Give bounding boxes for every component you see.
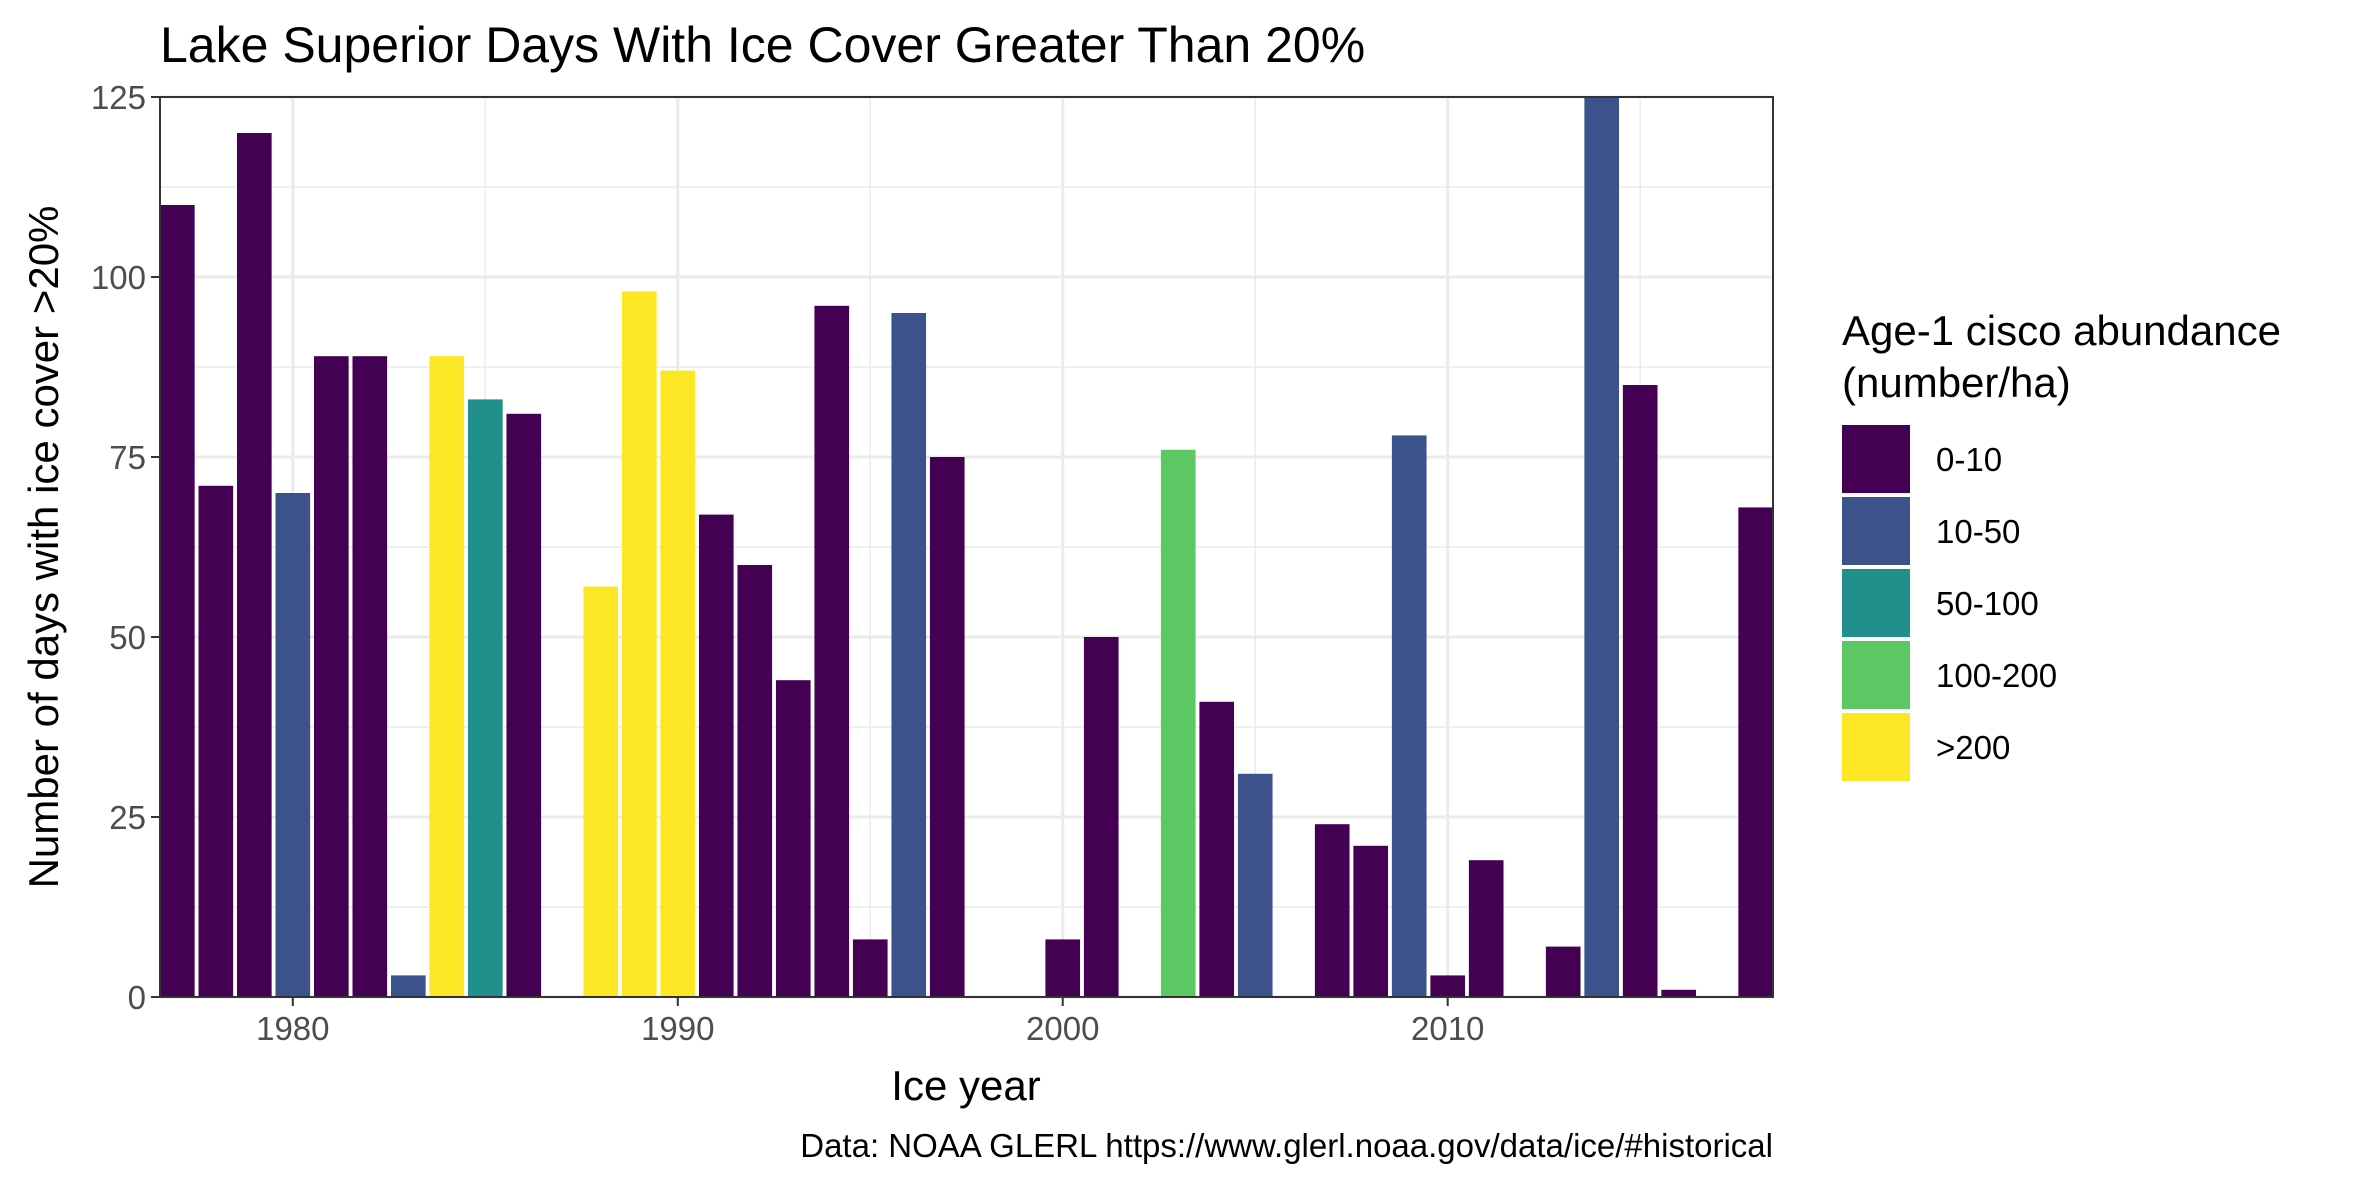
y-tick-label: 25 [109,799,146,836]
legend-items: 0-10 10-50 50-100 100-200 >200 [1842,425,2057,781]
legend-key-3 [1842,641,1910,709]
bar-1989 [621,291,657,997]
legend-label: 0-10 [1936,441,2002,478]
bar-1991 [698,514,734,997]
legend-key-0 [1842,425,1910,493]
y-tick-label: 75 [109,439,146,476]
axis-ticks [151,96,1449,1006]
y-tick-label: 125 [91,79,146,116]
tick-labels: 0 25 50 75 100 125 1980 1990 2000 2010 [91,79,1484,1047]
bar-1994 [814,305,850,997]
bar-1983 [390,975,426,997]
data-source-caption: Data: NOAA GLERL https://www.glerl.noaa.… [800,1127,1773,1164]
bar-1982 [352,356,388,997]
bar-2013 [1545,946,1581,997]
bar-2004 [1199,701,1235,997]
bar-2007 [1314,824,1350,997]
y-tick-label: 50 [109,619,146,656]
bars [160,97,1773,997]
legend: Age-1 cisco abundance (number/ha) 0-10 10… [1842,307,2281,781]
bar-1995 [852,939,888,997]
bar-1984 [429,356,465,997]
bar-1988 [583,586,619,997]
legend-label: 100-200 [1936,657,2057,694]
bar-1985 [467,399,503,997]
bar-1992 [737,565,773,997]
legend-key-1 [1842,497,1910,565]
bar-1986 [506,413,542,997]
bar-1979 [236,133,272,997]
bar-1978 [198,485,234,997]
legend-key-4 [1842,713,1910,781]
legend-key-2 [1842,569,1910,637]
legend-title-line-1: Age-1 cisco abundance [1842,307,2281,354]
x-tick-label: 2010 [1411,1010,1484,1047]
legend-label: 10-50 [1936,513,2020,550]
plot-panel: 0 25 50 75 100 125 1980 1990 2000 2010 [91,79,1774,1047]
bar-2008 [1353,845,1389,997]
bar-1990 [660,370,696,997]
bar-2018 [1738,507,1773,997]
legend-label: 50-100 [1936,585,2039,622]
bar-1981 [313,356,349,997]
x-tick-label: 1980 [256,1010,329,1047]
legend-title-line-2: (number/ha) [1842,359,2071,406]
bar-1977 [160,205,195,997]
y-axis-title: Number of days with ice cover >20% [20,206,67,889]
bar-2015 [1622,385,1658,997]
bar-1997 [929,457,965,997]
bar-2011 [1468,860,1504,997]
bar-2016 [1661,989,1697,997]
legend-label: >200 [1936,729,2010,766]
bar-2000 [1045,939,1081,997]
bar-2009 [1391,435,1427,997]
panel-border [159,96,1774,998]
bar-2014 [1584,97,1620,997]
bar-2010 [1430,975,1466,997]
x-axis-title: Ice year [891,1062,1040,1109]
bar-2001 [1083,637,1119,997]
chart-title: Lake Superior Days With Ice Cover Greate… [160,17,1365,73]
y-tick-label: 100 [91,259,146,296]
bar-1996 [891,313,927,997]
bar-1993 [775,680,811,997]
bar-2003 [1160,449,1196,997]
x-tick-label: 1990 [641,1010,714,1047]
x-tick-label: 2000 [1026,1010,1099,1047]
y-tick-label: 0 [128,979,146,1016]
bar-1980 [275,493,311,997]
bar-2005 [1237,773,1273,997]
